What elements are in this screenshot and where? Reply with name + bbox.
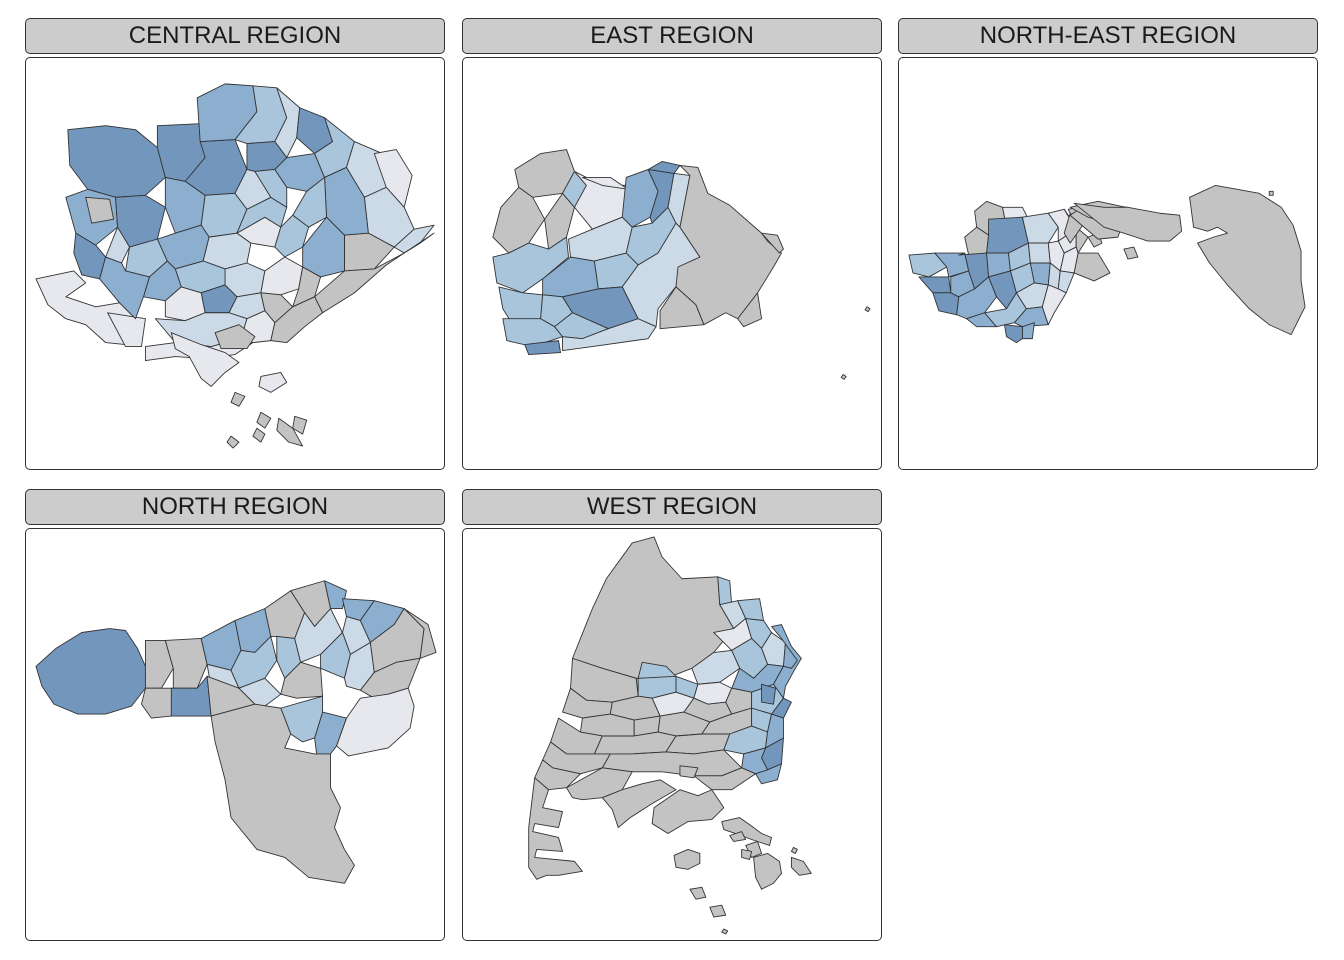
subzone-polygon	[659, 286, 705, 330]
subzone-polygon	[790, 847, 798, 854]
subzone-polygon	[258, 372, 288, 393]
subzone-polygon	[492, 236, 569, 294]
subzone-polygon	[753, 852, 782, 890]
subzone-polygon	[651, 789, 725, 834]
subzone-polygon	[918, 276, 952, 294]
subzone-polygon	[292, 415, 308, 435]
subzone-polygon	[1004, 324, 1023, 344]
subzone-polygon	[1041, 284, 1067, 326]
subzone-polygon	[1014, 306, 1049, 328]
subzone-polygon	[230, 391, 246, 407]
north-east-region-map	[908, 184, 1306, 344]
subzone-polygon	[210, 703, 355, 884]
subzone-polygon	[528, 777, 583, 880]
subzone-polygon	[403, 608, 437, 659]
map-panel-north-region	[25, 528, 445, 941]
subzone-polygon	[238, 677, 282, 707]
subzone-polygon	[226, 435, 240, 449]
subzone-polygon	[908, 252, 948, 278]
subzone-polygon	[717, 576, 733, 606]
subzone-polygon	[709, 904, 727, 918]
subzone-polygon	[107, 312, 146, 348]
subzone-polygon	[252, 427, 266, 443]
map-panel-central-region	[25, 57, 445, 470]
subzone-polygon	[932, 292, 960, 316]
facet-title-north-region: NORTH REGION	[141, 493, 329, 520]
subzone-polygon	[170, 332, 240, 387]
subzone-polygon	[721, 928, 729, 935]
subzone-polygon	[35, 628, 146, 715]
subzone-polygon	[314, 232, 435, 314]
subzone-polygon	[214, 324, 256, 350]
subzone-polygon	[1027, 242, 1051, 264]
east-region-map	[492, 149, 871, 380]
subzone-polygon	[679, 765, 699, 779]
subzone-polygon	[336, 687, 415, 757]
subzone-polygon	[373, 149, 413, 208]
subzone-polygon	[260, 256, 304, 296]
subzone-polygon	[1123, 246, 1139, 260]
map-panel-north-east-region	[898, 57, 1318, 470]
subzone-polygon	[761, 683, 776, 705]
subzone-polygon	[324, 580, 347, 610]
facet-strip-north-region: NORTH REGION	[25, 489, 445, 525]
facet-strip-north-east-region: NORTH-EAST REGION	[898, 18, 1318, 54]
subzone-polygon	[790, 856, 812, 876]
subzone-polygon	[99, 256, 150, 320]
subzone-polygon	[492, 186, 546, 254]
subzone-polygon	[771, 624, 802, 699]
subzone-polygon	[729, 831, 747, 842]
subzone-polygon	[755, 763, 782, 785]
facet-title-west-region: WEST REGION	[586, 493, 758, 520]
subzone-polygon	[562, 318, 657, 352]
subzone-polygon	[601, 779, 677, 828]
west-region-map	[528, 536, 812, 935]
facet-strip-east-region: EAST REGION	[462, 18, 882, 54]
subzone-polygon	[524, 340, 561, 356]
facet-strip-central-region: CENTRAL REGION	[25, 18, 445, 54]
subzone-polygon	[761, 232, 784, 254]
subzone-polygon	[1073, 202, 1183, 242]
facet-title-north-east-region: NORTH-EAST REGION	[979, 22, 1237, 49]
subzone-polygon	[393, 224, 435, 254]
facet-title-central-region: CENTRAL REGION	[128, 22, 342, 49]
map-panel-east-region	[462, 57, 882, 470]
subzone-polygon	[254, 169, 288, 208]
subzone-polygon	[1189, 184, 1306, 336]
subzone-polygon	[1073, 252, 1111, 282]
subzone-polygon	[741, 848, 753, 860]
subzone-polygon	[85, 196, 115, 224]
subzone-polygon	[840, 374, 847, 380]
north-region-map	[35, 580, 437, 884]
subzone-polygon	[270, 296, 324, 344]
subzone-polygon	[1268, 190, 1274, 196]
subzone-polygon	[67, 125, 166, 198]
subzone-polygon	[721, 817, 772, 846]
facet-strip-west-region: WEST REGION	[462, 489, 882, 525]
subzone-polygon	[864, 306, 871, 313]
map-panel-west-region	[462, 528, 882, 941]
subzone-polygon	[276, 417, 304, 447]
subzone-polygon	[256, 411, 272, 429]
subzone-polygon	[141, 687, 174, 719]
subzone-polygon	[765, 713, 784, 749]
central-region-map	[35, 83, 435, 449]
subzone-polygon	[737, 292, 763, 328]
subzone-polygon	[164, 638, 208, 689]
subzone-polygon	[292, 176, 328, 228]
subzone-polygon	[673, 848, 701, 870]
subzone-polygon	[689, 886, 707, 900]
subzone-polygon	[956, 276, 997, 320]
subzone-polygon	[1021, 212, 1059, 244]
facet-title-east-region: EAST REGION	[590, 22, 754, 49]
subzone-polygon	[544, 192, 575, 250]
subzone-polygon	[234, 169, 272, 210]
